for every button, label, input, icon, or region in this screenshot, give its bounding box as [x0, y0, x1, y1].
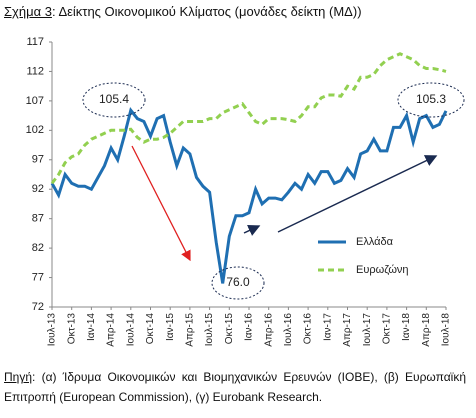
x-tick-label: Απρ-16	[263, 313, 274, 347]
y-tick-label: 87	[32, 213, 44, 225]
x-tick-label: Απρ-18	[421, 313, 432, 347]
x-tick-label: Απρ-15	[185, 313, 196, 347]
y-tick-label: 102	[26, 124, 44, 136]
annotation: 105.3	[416, 92, 446, 106]
x-tick-label: Ιουλ-18	[441, 313, 452, 347]
x-tick-label: Απρ-14	[106, 313, 117, 347]
y-tick-label: 97	[32, 154, 44, 166]
annotation: 105.4	[99, 92, 129, 106]
x-tick-label: Ιουλ-13	[47, 313, 58, 347]
arrow	[243, 225, 261, 236]
x-tick-label: Ιουλ-14	[125, 313, 136, 347]
y-tick-label: 72	[32, 301, 44, 313]
series-line	[50, 107, 448, 284]
legend-label: Ευρωζώνη	[356, 264, 409, 276]
x-tick-label: Οκτ-16	[303, 313, 314, 345]
annotation-ellipse	[82, 82, 146, 118]
source: Πηγή: (α) Ίδρυμα Οικονομικών και Βιομηχα…	[4, 367, 466, 407]
x-tick-label: Ιουλ-16	[283, 313, 294, 347]
x-tick-label: Ιαν-15	[165, 313, 176, 341]
y-tick-label: 77	[32, 271, 44, 283]
y-tick-label: 107	[26, 95, 44, 107]
x-tick-label: Ιουλ-15	[204, 313, 215, 347]
x-tick-label: Οκτ-14	[145, 313, 156, 345]
title-label: Σχήμα 3	[4, 4, 52, 19]
x-tick-label: Ιαν-17	[322, 313, 333, 341]
title: Σχήμα 3: Δείκτης Οικονομικού Κλίματος (μ…	[4, 4, 362, 19]
x-tick-label: Ιαν-18	[401, 313, 412, 341]
arrow	[131, 145, 191, 262]
annotation-ellipse	[211, 266, 265, 300]
x-tick-label: Απρ-17	[342, 313, 353, 347]
arrow	[277, 155, 438, 233]
y-tick-label: 112	[26, 65, 44, 77]
x-tick-label: Οκτ-17	[382, 313, 393, 345]
series-line	[50, 52, 447, 185]
x-tick-label: Οκτ-13	[66, 313, 77, 345]
source-text: : (α) Ίδρυμα Οικονομικών και Βιομηχανικώ…	[4, 370, 466, 404]
y-tick-label: 92	[32, 183, 44, 195]
x-tick-label: Ιαν-14	[86, 313, 97, 341]
source-label: Πηγή	[4, 370, 33, 384]
title-text: : Δείκτης Οικονομικού Κλίματος (μονάδες …	[51, 4, 362, 19]
annotation-ellipse	[397, 82, 465, 118]
chart: 72 77 82 87 92 97 102 107 112 117 Ιουλ-13 Οκτ-13 Ιαν…	[26, 36, 465, 347]
y-tick-label: 117	[26, 36, 44, 48]
x-tick-label: Ιαν-16	[244, 313, 255, 341]
x-tick-label: Οκτ-15	[224, 313, 235, 345]
x-tick-label: Ιουλ-17	[362, 313, 373, 347]
legend-label: Ελλάδα	[356, 236, 394, 248]
y-tick-label: 82	[32, 242, 44, 254]
annotation: 76.0	[226, 275, 250, 289]
